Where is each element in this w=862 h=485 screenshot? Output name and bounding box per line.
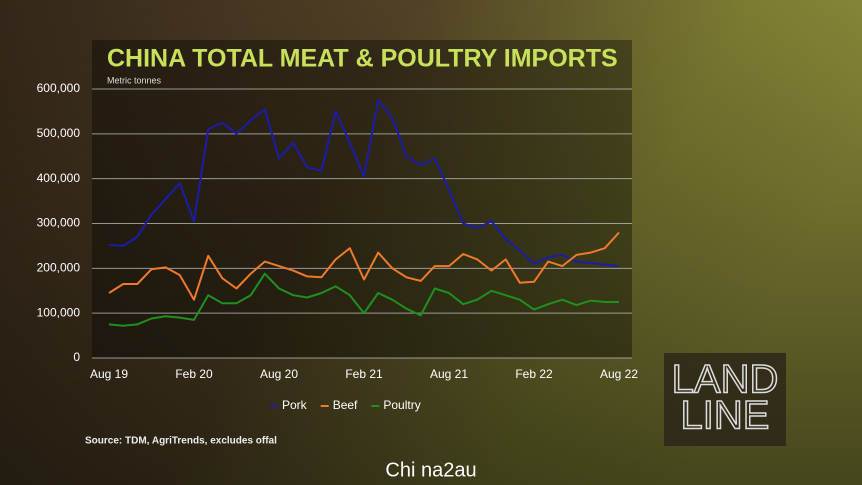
logo-text: LINE bbox=[681, 394, 770, 438]
x-tick-label: Aug 19 bbox=[90, 367, 128, 381]
legend-label: Pork bbox=[282, 398, 308, 412]
series-line bbox=[108, 272, 619, 327]
series-line bbox=[108, 99, 620, 268]
logo-text: LAND bbox=[672, 358, 779, 402]
series-line bbox=[108, 231, 620, 301]
x-tick-label: Feb 20 bbox=[175, 367, 213, 381]
legend-label: Poultry bbox=[383, 398, 420, 412]
source: Source: TDM, AgriTrends, excludes offal bbox=[85, 436, 277, 447]
chart-title: CHINA TOTAL MEAT & POULTRY IMPORTS bbox=[107, 45, 618, 73]
watermark: Chi na2au bbox=[385, 459, 476, 481]
y-tick-label: 0 bbox=[73, 350, 80, 364]
x-tick-label: Feb 21 bbox=[345, 367, 383, 381]
x-tick-label: Aug 21 bbox=[430, 367, 468, 381]
chart-subtitle: Metric tonnes bbox=[107, 75, 162, 85]
y-tick-label: 100,000 bbox=[37, 305, 81, 319]
x-tick-label: Aug 20 bbox=[260, 367, 298, 381]
plot-panel bbox=[92, 40, 632, 358]
x-tick-label: Feb 22 bbox=[515, 367, 553, 381]
y-tick-label: 400,000 bbox=[37, 171, 81, 185]
legend-label: Beef bbox=[333, 398, 358, 412]
y-tick-label: 500,000 bbox=[37, 126, 81, 140]
y-tick-label: 600,000 bbox=[37, 81, 81, 95]
y-tick-label: 200,000 bbox=[37, 261, 81, 275]
y-tick-label: 300,000 bbox=[37, 216, 81, 230]
logo-box bbox=[664, 353, 786, 446]
x-tick-label: Aug 22 bbox=[600, 367, 638, 381]
